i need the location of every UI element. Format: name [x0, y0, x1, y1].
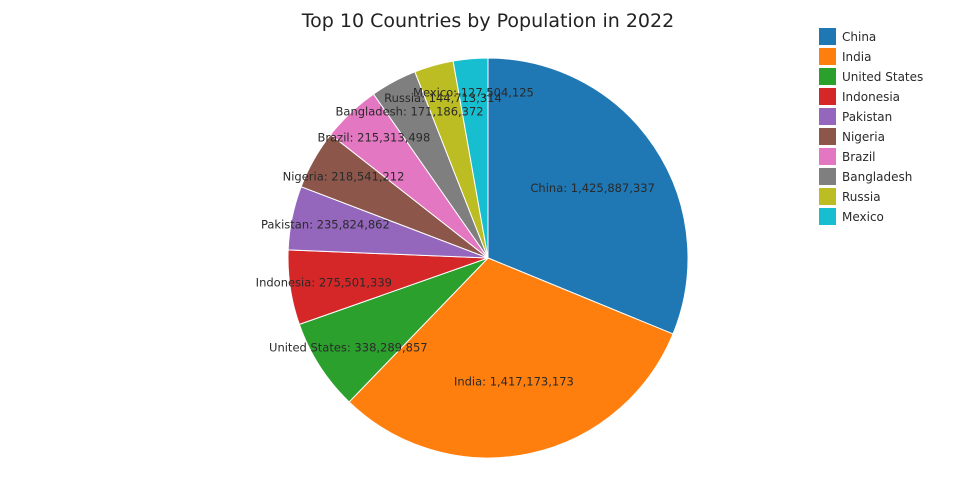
slice-label-united-states: United States: 338,289,857: [269, 341, 428, 355]
legend-label-china[interactable]: China: [842, 30, 876, 44]
legend-swatch-mexico[interactable]: [819, 208, 836, 225]
legend-swatch-nigeria[interactable]: [819, 128, 836, 145]
pie-slice-china: [487, 57, 689, 335]
legend-label-india[interactable]: India: [842, 50, 871, 64]
slice-label-bangladesh: Bangladesh: 171,186,372: [336, 105, 484, 119]
legend-label-united-states[interactable]: United States: [842, 70, 923, 84]
legend-label-pakistan[interactable]: Pakistan: [842, 110, 892, 124]
slice-label-brazil: Brazil: 215,313,498: [318, 130, 431, 144]
legend: China India United States Indonesia Pakistan…: [819, 28, 923, 225]
legend-swatch-united-states[interactable]: [819, 68, 836, 85]
legend-label-bangladesh[interactable]: Bangladesh: [842, 170, 912, 184]
slice-label-china: China: 1,425,887,337: [530, 181, 655, 195]
legend-swatch-india[interactable]: [819, 48, 836, 65]
pie-slice-india: [348, 257, 674, 459]
legend-label-russia[interactable]: Russia: [842, 190, 881, 204]
slice-label-indonesia: Indonesia: 275,501,339: [256, 276, 392, 290]
slice-label-mexico: Mexico: 127,504,125: [413, 86, 534, 100]
slice-label-pakistan: Pakistan: 235,824,862: [261, 218, 390, 232]
legend-swatch-russia[interactable]: [819, 188, 836, 205]
pie-labels: China: 1,425,887,337 India: 1,417,173,173…: [256, 86, 655, 389]
legend-swatch-indonesia[interactable]: [819, 88, 836, 105]
legend-swatch-bangladesh[interactable]: [819, 168, 836, 185]
legend-swatch-china[interactable]: [819, 28, 836, 45]
pie-slices: [287, 57, 689, 459]
legend-label-mexico[interactable]: Mexico: [842, 210, 884, 224]
legend-label-nigeria[interactable]: Nigeria: [842, 130, 885, 144]
legend-swatch-brazil[interactable]: [819, 148, 836, 165]
legend-label-indonesia[interactable]: Indonesia: [842, 90, 900, 104]
slice-label-russia: Russia: 144,713,314: [384, 91, 502, 105]
slice-label-india: India: 1,417,173,173: [454, 374, 574, 388]
legend-label-brazil[interactable]: Brazil: [842, 150, 876, 164]
pie-slice-mexico: [452, 57, 489, 259]
slice-label-nigeria: Nigeria: 218,541,212: [283, 169, 405, 183]
chart-title: Top 10 Countries by Population in 2022: [301, 10, 674, 32]
legend-swatch-pakistan[interactable]: [819, 108, 836, 125]
